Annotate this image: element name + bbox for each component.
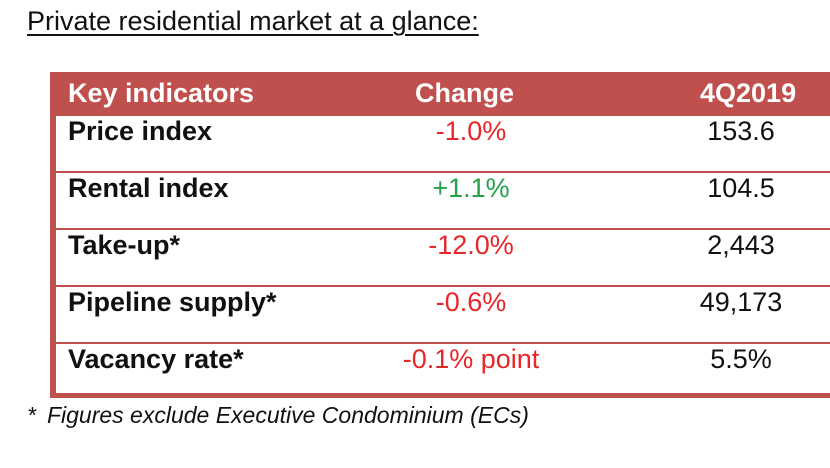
row-indicator: Vacancy rate* xyxy=(68,344,244,374)
row-divider xyxy=(56,228,830,230)
header-key-indicators: Key indicators xyxy=(68,78,255,108)
footnote: * Figures exclude Executive Condominium (… xyxy=(28,402,529,429)
table-row: Pipeline supply* -0.6% 49,173 xyxy=(56,287,830,344)
row-value: 104.5 xyxy=(707,173,775,203)
table-body: Price index -1.0% 153.6 Rental index +1.… xyxy=(56,116,830,393)
table-row: Price index -1.0% 153.6 xyxy=(56,116,830,173)
row-value: 2,443 xyxy=(707,230,775,260)
row-change: -0.6% xyxy=(435,287,507,317)
row-value: 49,173 xyxy=(699,287,783,317)
footnote-text: Figures exclude Executive Condominium (E… xyxy=(46,402,529,428)
row-change: -12.0% xyxy=(428,230,514,260)
header-change: Change xyxy=(415,78,515,108)
row-indicator: Pipeline supply* xyxy=(68,287,277,317)
row-change: +1.1% xyxy=(432,173,510,203)
table-header: Key indicators Change 4Q2019 xyxy=(50,72,830,116)
row-value: 5.5% xyxy=(710,344,772,374)
row-indicator: Take-up* xyxy=(68,230,181,260)
indicators-table: Key indicators Change 4Q2019 Price index… xyxy=(50,72,830,398)
row-divider xyxy=(56,171,830,173)
header-period: 4Q2019 xyxy=(700,78,797,108)
table-row: Vacancy rate* -0.1% point 5.5% xyxy=(56,344,830,401)
row-value: 153.6 xyxy=(707,116,775,146)
row-change: -0.1% point xyxy=(402,344,540,374)
page-title: Private residential market at a glance: xyxy=(27,6,479,36)
row-indicator: Price index xyxy=(68,116,213,146)
row-indicator: Rental index xyxy=(68,173,229,203)
table-row: Rental index +1.1% 104.5 xyxy=(56,173,830,230)
footnote-marker: * xyxy=(28,402,37,428)
table-row: Take-up* -12.0% 2,443 xyxy=(56,230,830,287)
row-change: -1.0% xyxy=(435,116,507,146)
row-divider xyxy=(56,342,830,344)
row-divider xyxy=(56,285,830,287)
